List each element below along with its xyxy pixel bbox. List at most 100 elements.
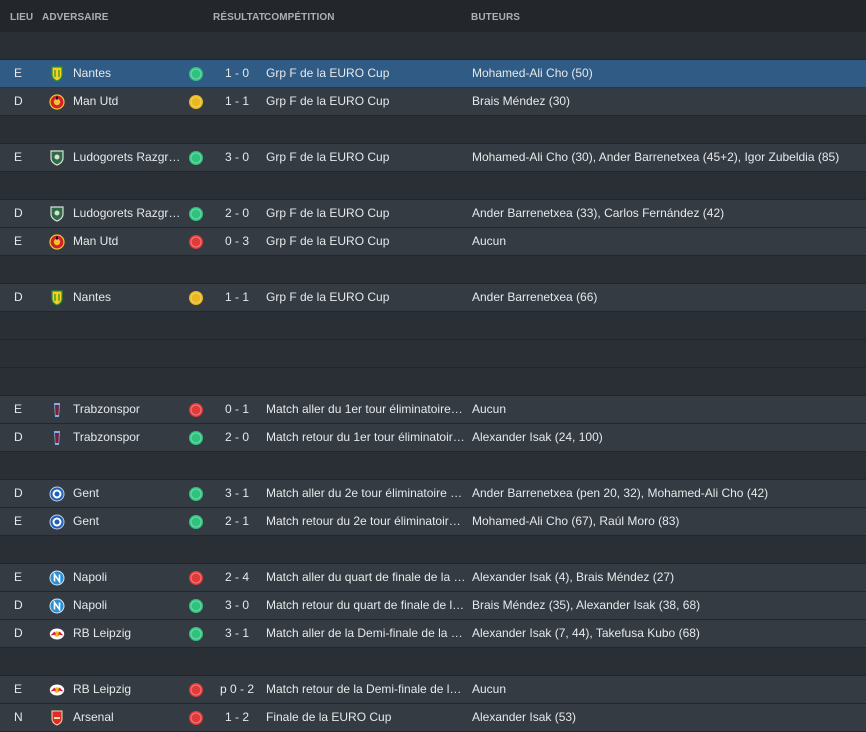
venue-cell: E bbox=[14, 234, 23, 248]
section-divider bbox=[0, 340, 866, 368]
venue-cell: D bbox=[14, 430, 23, 444]
competition-link[interactable]: Grp F de la EURO Cup bbox=[266, 66, 390, 80]
table-row[interactable]: D Nantes 1 - 1 Grp F de la EURO Cup Ander Ba… bbox=[0, 284, 866, 312]
competition-link[interactable]: Grp F de la EURO Cup bbox=[266, 206, 390, 220]
table-row[interactable]: N Arsenal 1 - 2 Finale de la EURO Cup Alexan… bbox=[0, 704, 866, 732]
competition-link[interactable]: Match retour du 1er tour éliminatoire de… bbox=[266, 430, 466, 444]
competition-link[interactable]: Grp F de la EURO Cup bbox=[266, 94, 390, 108]
opponent-name-link[interactable]: Trabzonspor bbox=[73, 430, 140, 444]
header-result[interactable]: RÉSULTAT bbox=[213, 12, 265, 23]
scorers-cell: Ander Barrenetxea (33), Carlos Fernández… bbox=[472, 206, 725, 220]
scorers-cell: Mohamed-Ali Cho (67), Raúl Moro (83) bbox=[472, 514, 680, 528]
opponent-name-link[interactable]: Nantes bbox=[73, 290, 112, 304]
score-cell[interactable]: 3 - 0 bbox=[224, 150, 249, 164]
result-win-icon bbox=[188, 598, 204, 614]
section-divider bbox=[0, 368, 866, 396]
table-row[interactable]: D Napoli 3 - 0 Match retour du quart de fin… bbox=[0, 592, 866, 620]
table-row[interactable]: D Man Utd 1 - 1 Grp F de la EURO Cup Brais M… bbox=[0, 88, 866, 116]
venue-cell: D bbox=[14, 290, 23, 304]
opponent-name-link[interactable]: Gent bbox=[73, 486, 100, 500]
table-row[interactable]: E Gent 2 - 1 Match retour du 2e tour élimin… bbox=[0, 508, 866, 536]
header-competition[interactable]: COMPÉTITION bbox=[264, 12, 335, 23]
competition-link[interactable]: Match aller de la Demi-finale de la EURO… bbox=[266, 626, 466, 640]
scorers-cell: Brais Méndez (35), Alexander Isak (38, 6… bbox=[472, 598, 701, 612]
table-row[interactable]: E Trabzonspor 0 - 1 Match aller du 1er tour… bbox=[0, 396, 866, 424]
nantes-crest-icon bbox=[49, 66, 65, 82]
scorers-cell: Brais Méndez (30) bbox=[472, 94, 571, 108]
venue-cell: E bbox=[14, 682, 23, 696]
score-cell[interactable]: 0 - 1 bbox=[224, 402, 249, 416]
section-divider bbox=[0, 172, 866, 200]
table-row[interactable]: D Gent 3 - 1 Match aller du 2e tour élimina… bbox=[0, 480, 866, 508]
score-cell[interactable]: 2 - 0 bbox=[224, 430, 249, 444]
score-cell[interactable]: 0 - 3 bbox=[224, 234, 249, 248]
rb-leipzig-crest-icon bbox=[49, 682, 65, 698]
opponent-name-link[interactable]: Man Utd bbox=[73, 94, 119, 108]
score-cell[interactable]: 3 - 1 bbox=[224, 486, 249, 500]
competition-link[interactable]: Match aller du quart de finale de la EUR… bbox=[266, 570, 466, 584]
arsenal-crest-icon bbox=[49, 710, 65, 726]
scorers-cell: Aucun bbox=[472, 234, 507, 248]
score-cell[interactable]: 1 - 2 bbox=[224, 710, 249, 724]
opponent-name-link[interactable]: Arsenal bbox=[73, 710, 114, 724]
ludogorets-crest-icon bbox=[49, 206, 65, 222]
scorers-cell: Alexander Isak (53) bbox=[472, 710, 577, 724]
competition-link[interactable]: Grp F de la EURO Cup bbox=[266, 150, 390, 164]
table-row[interactable]: D RB Leipzig 3 - 1 Match aller de la Demi-f… bbox=[0, 620, 866, 648]
opponent-name-link[interactable]: Napoli bbox=[73, 570, 108, 584]
score-cell[interactable]: p 0 - 2 bbox=[219, 682, 255, 696]
table-row[interactable]: E Man Utd 0 - 3 Grp F de la EURO Cup Aucun bbox=[0, 228, 866, 256]
fixtures-results-table: LIEU ADVERSAIRE RÉSULTAT COMPÉTITION BUT… bbox=[0, 12, 866, 732]
result-draw-icon bbox=[188, 290, 204, 306]
scorers-cell: Alexander Isak (24, 100) bbox=[472, 430, 603, 444]
opponent-name-link[interactable]: Trabzonspor bbox=[73, 402, 140, 416]
competition-link[interactable]: Grp F de la EURO Cup bbox=[266, 290, 390, 304]
score-cell[interactable]: 3 - 1 bbox=[224, 626, 249, 640]
result-loss-icon bbox=[188, 234, 204, 250]
scorers-cell: Alexander Isak (4), Brais Méndez (27) bbox=[472, 570, 675, 584]
scorers-cell: Ander Barrenetxea (66) bbox=[472, 290, 598, 304]
table-row[interactable]: E Ludogorets Razgrad 3 - 0 Grp F de la EURO… bbox=[0, 144, 866, 172]
man-utd-crest-icon bbox=[49, 94, 65, 110]
venue-cell: D bbox=[14, 94, 23, 108]
table-row[interactable]: E Napoli 2 - 4 Match aller du quart de fina… bbox=[0, 564, 866, 592]
venue-cell: D bbox=[14, 206, 23, 220]
score-cell[interactable]: 2 - 0 bbox=[224, 206, 249, 220]
table-row[interactable]: D Ludogorets Razgrad 2 - 0 Grp F de la EURO… bbox=[0, 200, 866, 228]
competition-link[interactable]: Match retour du 2e tour éliminatoire de … bbox=[266, 514, 466, 528]
rb-leipzig-crest-icon bbox=[49, 626, 65, 642]
opponent-name-link[interactable]: RB Leipzig bbox=[73, 626, 132, 640]
header-opponent[interactable]: ADVERSAIRE bbox=[42, 12, 109, 23]
score-cell[interactable]: 1 - 1 bbox=[224, 290, 249, 304]
score-cell[interactable]: 2 - 1 bbox=[224, 514, 249, 528]
competition-link[interactable]: Match aller du 2e tour éliminatoire de l… bbox=[266, 486, 466, 500]
header-venue[interactable]: LIEU bbox=[10, 12, 34, 23]
opponent-name-link[interactable]: RB Leipzig bbox=[73, 682, 132, 696]
opponent-name-link[interactable]: Ludogorets Razgrad bbox=[73, 150, 181, 164]
competition-link[interactable]: Match aller du 1er tour éliminatoire de … bbox=[266, 402, 466, 416]
opponent-name-link[interactable]: Man Utd bbox=[73, 234, 119, 248]
score-cell[interactable]: 3 - 0 bbox=[224, 598, 249, 612]
opponent-name-link[interactable]: Napoli bbox=[73, 598, 108, 612]
score-cell[interactable]: 2 - 4 bbox=[224, 570, 249, 584]
opponent-name-link[interactable]: Gent bbox=[73, 514, 100, 528]
competition-link[interactable]: Match retour de la Demi-finale de la EUR… bbox=[266, 682, 466, 696]
opponent-name-link[interactable]: Nantes bbox=[73, 66, 112, 80]
header-scorers[interactable]: BUTEURS bbox=[471, 12, 521, 23]
competition-link[interactable]: Finale de la EURO Cup bbox=[266, 710, 392, 724]
score-cell[interactable]: 1 - 1 bbox=[224, 94, 249, 108]
competition-link[interactable]: Match retour du quart de finale de la EU… bbox=[266, 598, 466, 612]
napoli-crest-icon bbox=[49, 570, 65, 586]
table-row[interactable]: D Trabzonspor 2 - 0 Match retour du 1er tou… bbox=[0, 424, 866, 452]
scorers-cell: Mohamed-Ali Cho (50) bbox=[472, 66, 593, 80]
competition-link[interactable]: Grp F de la EURO Cup bbox=[266, 234, 390, 248]
score-cell[interactable]: 1 - 0 bbox=[224, 66, 249, 80]
venue-cell: D bbox=[14, 626, 23, 640]
result-win-icon bbox=[188, 430, 204, 446]
table-row[interactable]: E Nantes 1 - 0 Grp F de la EURO Cup Mohamed-… bbox=[0, 60, 866, 88]
result-win-icon bbox=[188, 626, 204, 642]
opponent-name-link[interactable]: Ludogorets Razgrad bbox=[73, 206, 181, 220]
table-row[interactable]: E RB Leipzig p 0 - 2 Match retour de la Dem… bbox=[0, 676, 866, 704]
scorers-cell: Alexander Isak (7, 44), Takefusa Kubo (6… bbox=[472, 626, 700, 640]
result-win-icon bbox=[188, 514, 204, 530]
